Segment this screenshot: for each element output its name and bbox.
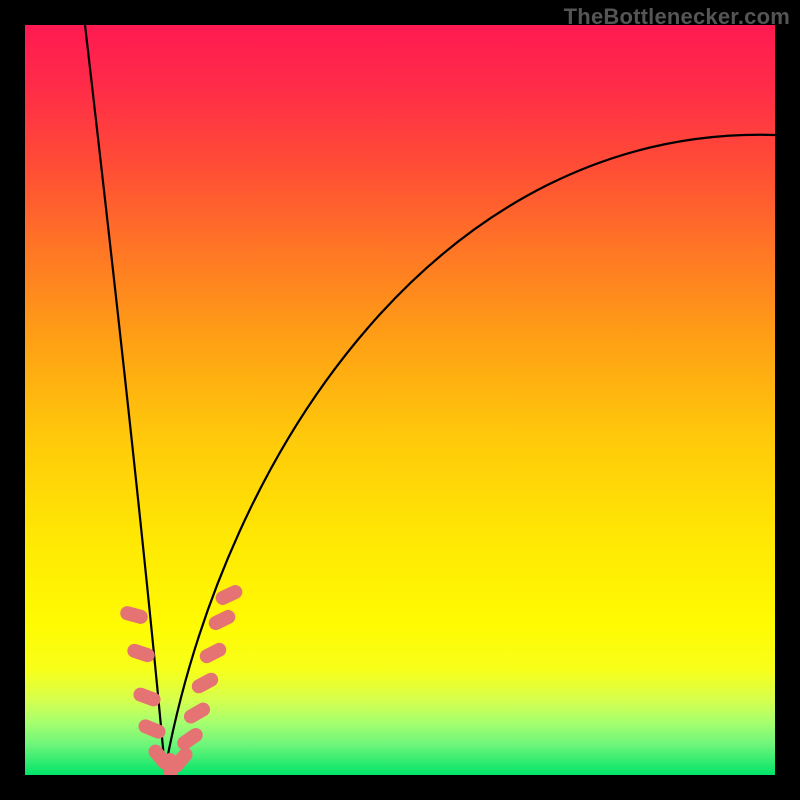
gradient-background — [25, 25, 775, 775]
chart-frame: TheBottlenecker.com — [0, 0, 800, 800]
plot-area — [25, 25, 775, 775]
bottleneck-chart — [25, 25, 775, 775]
